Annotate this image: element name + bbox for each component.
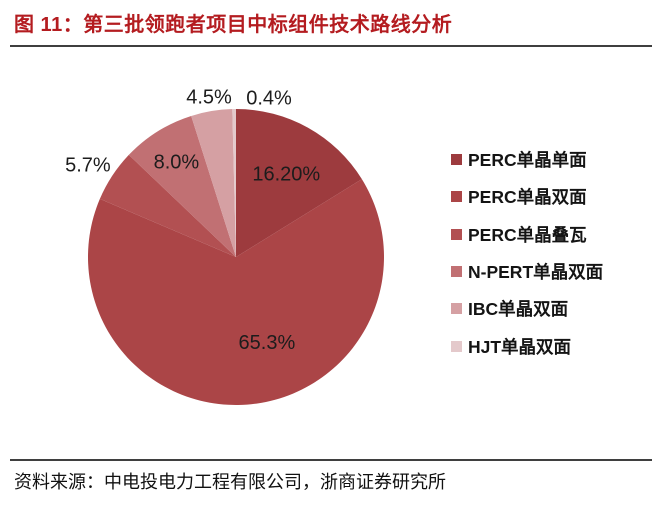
legend-item: PERC单晶叠瓦 <box>451 216 603 253</box>
legend-label: PERC单晶单面 <box>468 150 587 171</box>
legend-label: PERC单晶叠瓦 <box>468 224 587 245</box>
legend-item: PERC单晶双面 <box>451 178 603 215</box>
pie-label-3: 8.0% <box>154 152 200 174</box>
legend-swatch <box>451 154 462 166</box>
figure-title-text: 第三批领跑者项目中标组件技术路线分析 <box>83 14 453 36</box>
legend-swatch <box>451 266 462 278</box>
legend-label: HJT单晶双面 <box>468 336 572 357</box>
legend-swatch <box>451 340 462 352</box>
pie-slice-2 <box>99 154 237 257</box>
legend-item: N-PERT单晶双面 <box>451 253 603 290</box>
legend-item: IBC单晶双面 <box>451 290 603 327</box>
pie-label-4: 4.5% <box>186 86 232 108</box>
source-label: 资料来源： <box>14 472 104 492</box>
legend-label: IBC单晶双面 <box>468 299 569 320</box>
legend-item: HJT单晶双面 <box>451 327 603 364</box>
pie-slice-3 <box>128 115 236 257</box>
pie-label-0: 16.20% <box>252 163 320 185</box>
legend: PERC单晶单面 PERC单晶双面 PERC单晶叠瓦 N-PERT单晶双面 IB… <box>451 141 603 365</box>
pie-label-2: 5.7% <box>65 155 111 177</box>
legend-label: N-PERT单晶双面 <box>468 262 604 283</box>
pie-slice-5 <box>232 109 236 257</box>
figure-number: 图 11： <box>14 14 84 36</box>
pie-slice-4 <box>191 109 236 257</box>
source-line: 资料来源：中电投电力工程有限公司，浙商证券研究所 <box>14 468 446 494</box>
pie-label-5: 0.4% <box>246 88 292 110</box>
footer-divider <box>10 459 652 461</box>
title-divider <box>10 45 652 47</box>
source-value: 中电投电力工程有限公司，浙商证券研究所 <box>104 472 446 492</box>
pie-label-1: 65.3% <box>239 332 296 354</box>
pie-slice-0 <box>236 109 362 257</box>
legend-swatch <box>451 191 462 203</box>
legend-label: PERC单晶双面 <box>468 187 587 208</box>
legend-swatch <box>451 228 462 240</box>
pie-slice-1 <box>87 179 384 405</box>
legend-swatch <box>451 303 462 315</box>
legend-item: PERC单晶单面 <box>451 141 603 178</box>
figure-title: 图 11：第三批领跑者项目中标组件技术路线分析 <box>14 8 452 37</box>
